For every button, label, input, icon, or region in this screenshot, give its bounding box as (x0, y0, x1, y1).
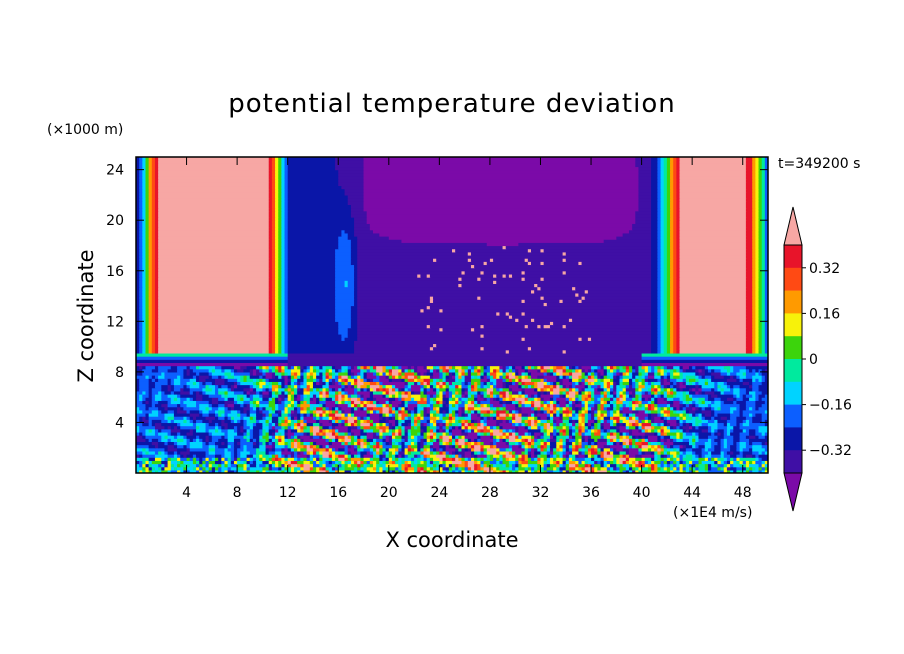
time-label: t=349200 s (778, 156, 860, 172)
colorbar-segment (784, 290, 802, 314)
x-tick-label: 4 (182, 485, 191, 501)
colorbar-tick-label: −0.16 (809, 398, 852, 414)
y-tick-label: 20 (106, 213, 124, 229)
colorbar-segment (784, 427, 802, 451)
x-axis-unit: (×1E4 m/s) (673, 505, 752, 521)
x-tick-label: 20 (380, 485, 398, 501)
colorbar-extend-min (783, 472, 803, 512)
colorbar-tick-label: −0.32 (809, 443, 852, 459)
chart-title: potential temperature deviation (228, 89, 675, 119)
y-axis-label: Z coordinate (74, 249, 98, 382)
x-tick-label: 36 (582, 485, 600, 501)
colorbar-segment (784, 359, 802, 383)
x-tick-label: 28 (481, 485, 499, 501)
colorbar-segment (784, 450, 802, 474)
contour-field (136, 157, 768, 473)
x-tick-label: 12 (279, 485, 297, 501)
y-axis-unit: (×1000 m) (47, 122, 123, 138)
y-tick-label: 8 (115, 365, 124, 381)
x-tick-label: 44 (683, 485, 701, 501)
x-tick-label: 16 (329, 485, 347, 501)
x-axis: 4 8 12 16 20 24 28 32 36 40 44 48 (182, 157, 752, 501)
colorbar-segment (784, 245, 802, 269)
x-axis-label: X coordinate (385, 528, 518, 552)
colorbar-segment (784, 404, 802, 428)
y-tick-label: 24 (106, 163, 124, 179)
x-tick-label: 40 (633, 485, 651, 501)
x-tick-label: 48 (734, 485, 752, 501)
plot-frame (135, 156, 769, 474)
x-tick-label: 32 (532, 485, 550, 501)
y-tick-label: 16 (106, 264, 124, 280)
colorbar-tick-label: 0.16 (809, 306, 840, 322)
y-axis: 4 8 12 16 20 24 (106, 163, 768, 431)
colorbar-tick-label: 0.32 (809, 261, 840, 277)
colorbar: 0.32 0.16 0 −0.16 −0.32 (783, 206, 852, 512)
y-tick-label: 4 (115, 415, 124, 431)
x-tick-label: 8 (233, 485, 242, 501)
colorbar-segment (784, 313, 802, 337)
colorbar-segment (784, 381, 802, 405)
colorbar-segment (784, 267, 802, 291)
x-tick-label: 24 (430, 485, 448, 501)
y-tick-label: 12 (106, 314, 124, 330)
colorbar-segment (784, 336, 802, 360)
colorbar-tick-label: 0 (809, 352, 818, 368)
colorbar-extend-max (783, 206, 803, 246)
